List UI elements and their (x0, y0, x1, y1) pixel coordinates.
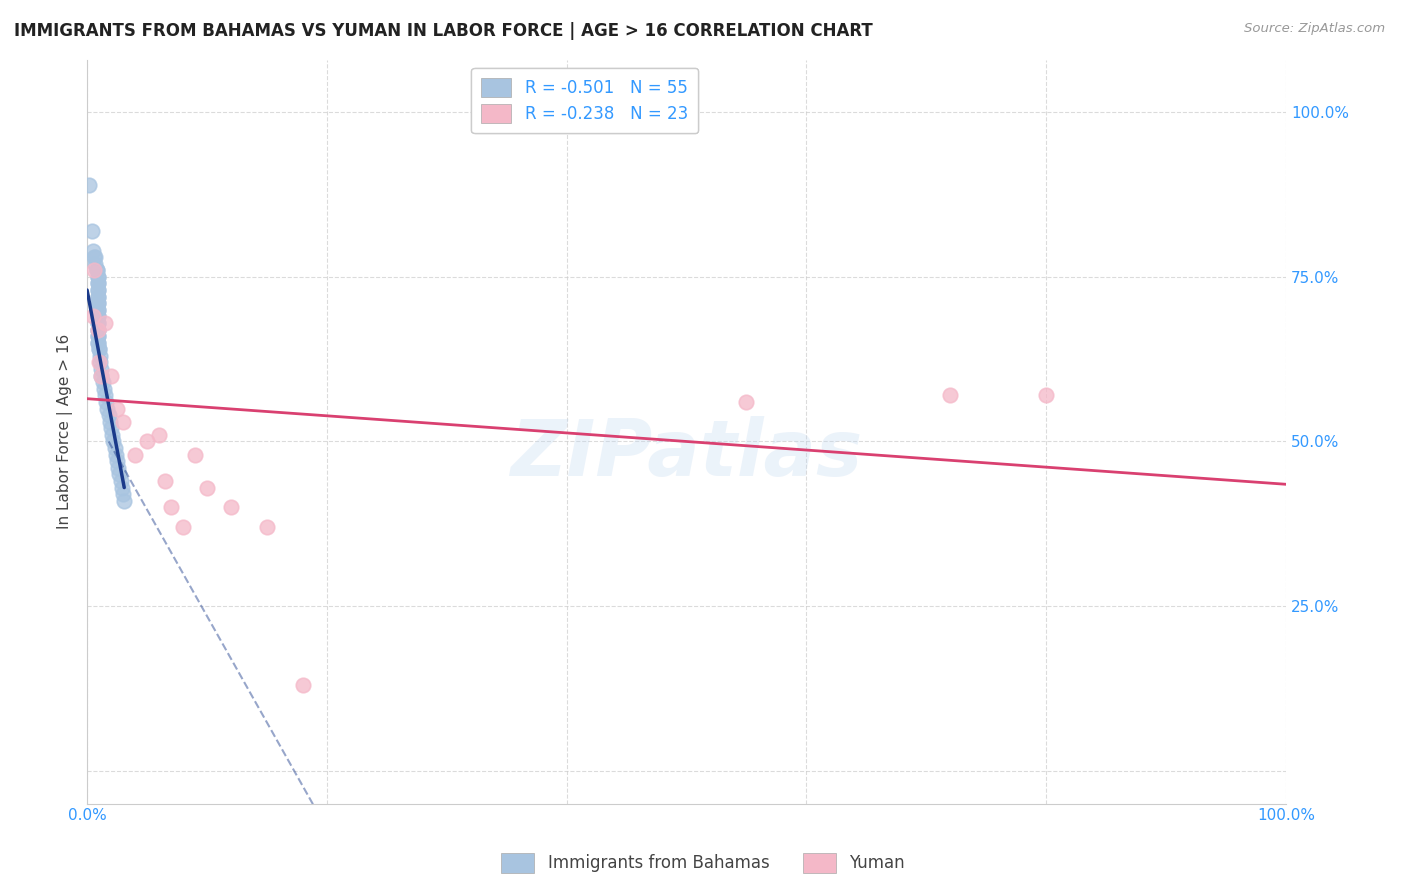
Point (291, 678, 314, 692)
Point (87, 329, 110, 343)
Text: ZIPatlas: ZIPatlas (510, 416, 863, 491)
Point (94, 316, 117, 330)
Point (148, 428, 170, 442)
Point (80, 224, 103, 238)
Point (84, 257, 107, 271)
Point (87, 283, 110, 297)
Point (110, 474, 132, 488)
Legend: R = -0.501   N = 55, R = -0.238   N = 23: R = -0.501 N = 55, R = -0.238 N = 23 (471, 68, 697, 133)
Point (195, 481, 218, 495)
Point (87, 355, 110, 369)
Point (82, 310, 104, 324)
Point (86, 263, 108, 277)
Point (108, 467, 131, 482)
Point (100, 421, 122, 435)
Point (87, 269, 110, 284)
Point (90, 368, 112, 383)
Point (219, 500, 242, 515)
Point (87, 290, 110, 304)
Point (105, 454, 128, 468)
Point (160, 500, 183, 515)
Point (83, 250, 105, 264)
Point (96, 395, 118, 409)
Point (87, 283, 110, 297)
Point (87, 329, 110, 343)
Point (104, 448, 127, 462)
Point (87, 290, 110, 304)
Point (105, 401, 128, 416)
Point (735, 395, 758, 409)
Point (96, 401, 118, 416)
Point (89, 349, 111, 363)
Y-axis label: In Labor Force | Age > 16: In Labor Force | Age > 16 (58, 334, 73, 529)
Point (153, 474, 176, 488)
Point (87, 322, 110, 336)
Point (87, 277, 110, 291)
Point (100, 368, 122, 383)
Point (94, 388, 117, 402)
Point (97, 408, 120, 422)
Point (87, 310, 110, 324)
Point (87, 322, 110, 336)
Point (87, 343, 110, 357)
Point (172, 520, 194, 534)
Point (112, 493, 135, 508)
Point (111, 481, 134, 495)
Point (1035, 388, 1057, 402)
Point (87, 335, 110, 350)
Point (87, 335, 110, 350)
Point (86, 263, 108, 277)
Text: IMMIGRANTS FROM BAHAMAS VS YUMAN IN LABOR FORCE | AGE > 16 CORRELATION CHART: IMMIGRANTS FROM BAHAMAS VS YUMAN IN LABO… (14, 22, 873, 40)
Point (101, 428, 124, 442)
Point (87, 302, 110, 317)
Point (90, 368, 112, 383)
Point (112, 487, 135, 501)
Point (89, 355, 111, 369)
Point (939, 388, 962, 402)
Point (87, 316, 110, 330)
Legend: Immigrants from Bahamas, Yuman: Immigrants from Bahamas, Yuman (495, 847, 911, 880)
Point (93, 382, 115, 396)
Point (87, 302, 110, 317)
Point (87, 343, 110, 357)
Point (112, 415, 135, 429)
Point (82, 244, 104, 258)
Point (104, 441, 127, 455)
Text: Source: ZipAtlas.com: Source: ZipAtlas.com (1244, 22, 1385, 36)
Point (107, 460, 129, 475)
Point (136, 434, 159, 449)
Point (83, 263, 105, 277)
Point (87, 296, 110, 310)
Point (184, 448, 207, 462)
Point (87, 269, 110, 284)
Point (84, 250, 107, 264)
Point (256, 520, 278, 534)
Point (87, 322, 110, 336)
Point (98, 415, 121, 429)
Point (91, 376, 114, 390)
Point (87, 316, 110, 330)
Point (87, 277, 110, 291)
Point (87, 310, 110, 324)
Point (103, 434, 125, 449)
Point (124, 448, 146, 462)
Point (87, 296, 110, 310)
Point (79, 178, 101, 192)
Point (90, 362, 112, 376)
